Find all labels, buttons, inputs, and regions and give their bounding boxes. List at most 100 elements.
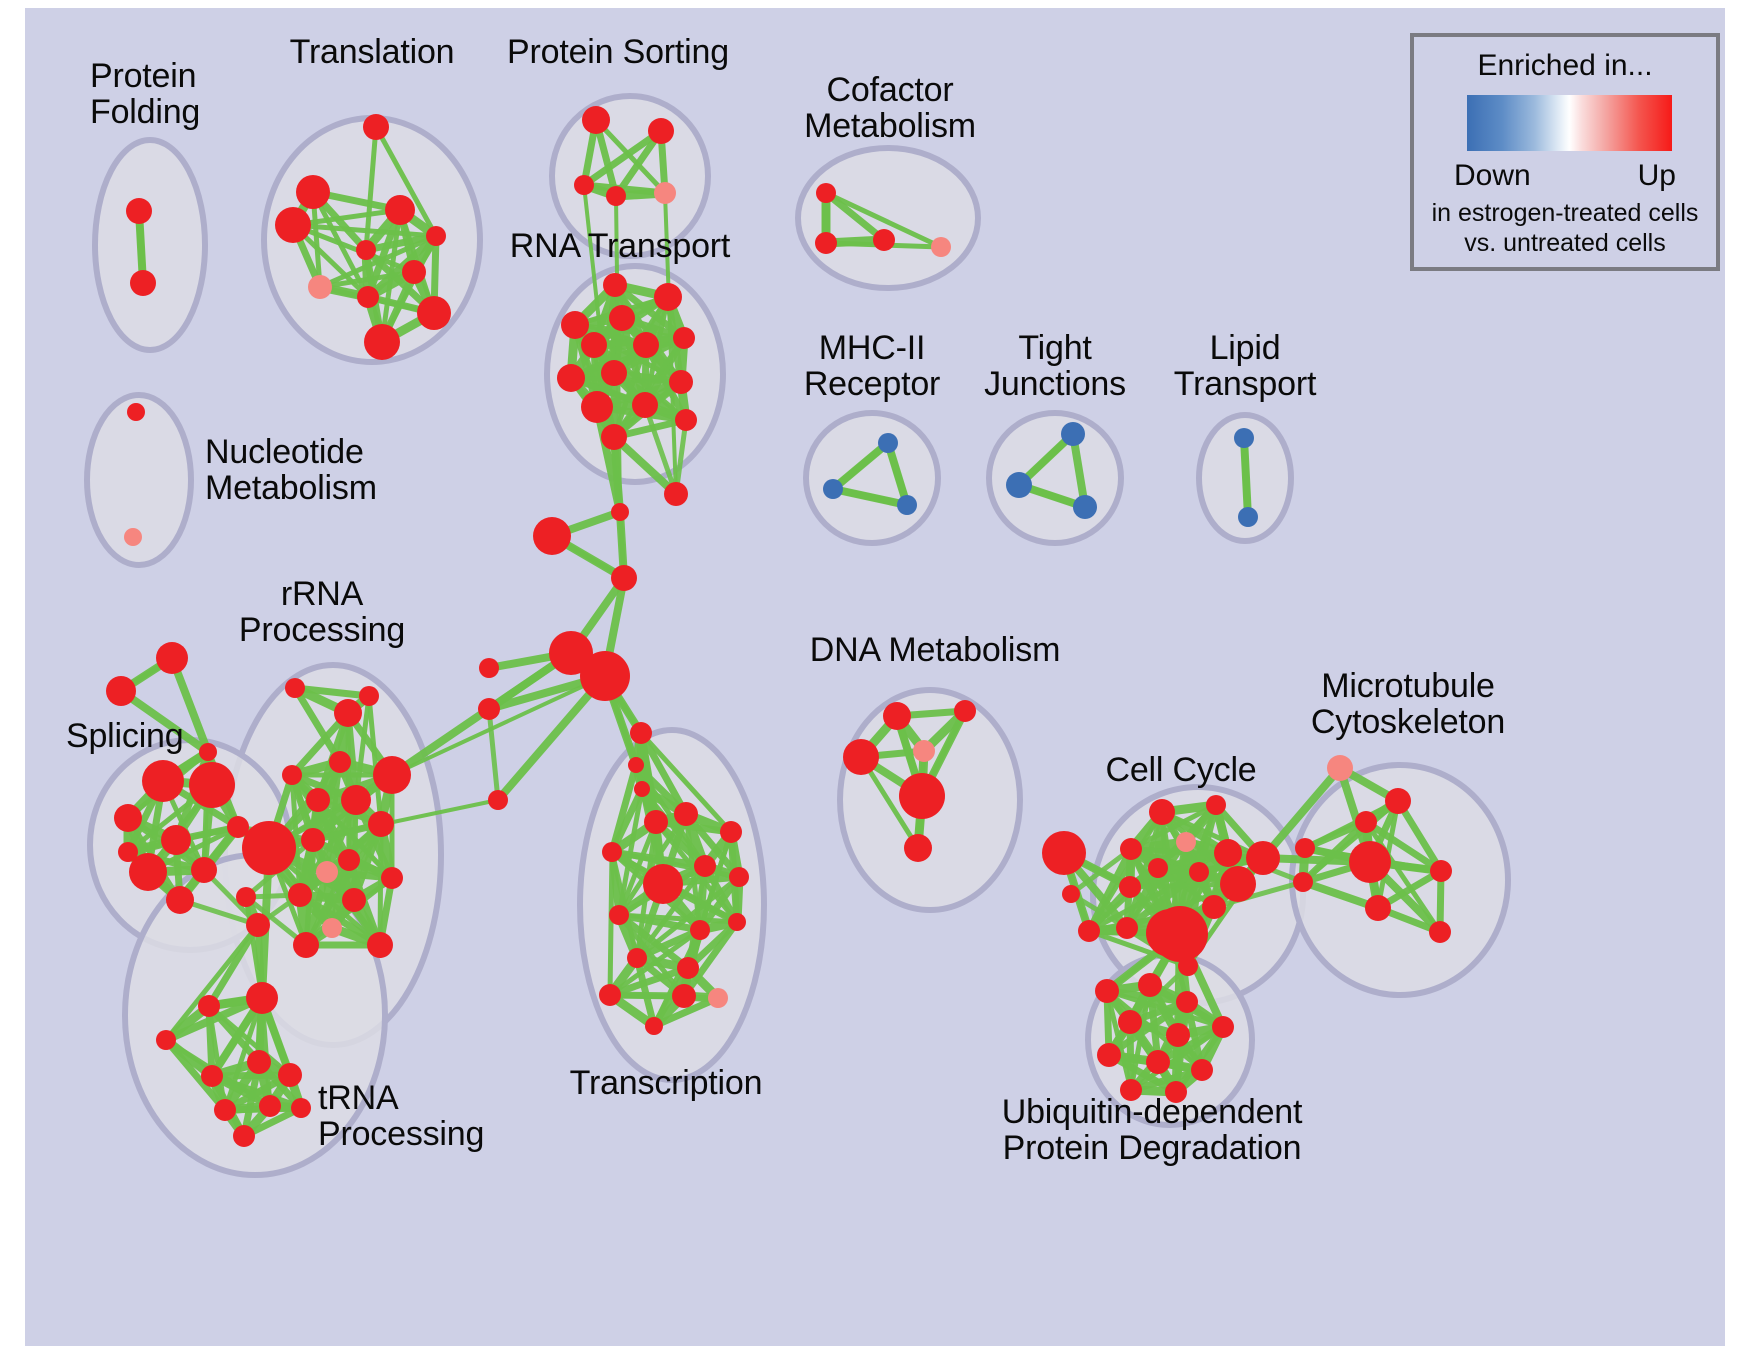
network-node[interactable] xyxy=(214,1099,236,1121)
network-node[interactable] xyxy=(1212,1016,1234,1038)
network-node[interactable] xyxy=(606,186,626,206)
network-node[interactable] xyxy=(954,700,976,722)
network-node[interactable] xyxy=(557,364,585,392)
network-node[interactable] xyxy=(654,283,682,311)
network-node[interactable] xyxy=(124,528,142,546)
network-node[interactable] xyxy=(247,1050,271,1074)
network-node[interactable] xyxy=(1149,799,1175,825)
network-node[interactable] xyxy=(533,517,571,555)
network-node[interactable] xyxy=(127,403,145,421)
network-node[interactable] xyxy=(426,226,446,246)
network-node[interactable] xyxy=(728,913,746,931)
network-node[interactable] xyxy=(673,327,695,349)
network-node[interactable] xyxy=(306,788,330,812)
network-node[interactable] xyxy=(1430,860,1452,882)
network-node[interactable] xyxy=(308,275,332,299)
network-node[interactable] xyxy=(1166,1023,1190,1047)
network-node[interactable] xyxy=(1120,838,1142,860)
network-node[interactable] xyxy=(385,195,415,225)
network-node[interactable] xyxy=(630,722,652,744)
network-node[interactable] xyxy=(643,864,683,904)
network-node[interactable] xyxy=(904,834,932,862)
network-node[interactable] xyxy=(189,762,235,808)
network-node[interactable] xyxy=(1006,472,1032,498)
network-node[interactable] xyxy=(645,1017,663,1035)
network-node[interactable] xyxy=(815,232,837,254)
network-node[interactable] xyxy=(282,765,302,785)
network-node[interactable] xyxy=(201,1065,223,1087)
network-node[interactable] xyxy=(913,740,935,762)
network-node[interactable] xyxy=(301,828,325,852)
network-node[interactable] xyxy=(1202,895,1226,919)
network-node[interactable] xyxy=(654,182,676,204)
network-node[interactable] xyxy=(233,1125,255,1147)
network-node[interactable] xyxy=(316,861,338,883)
network-node[interactable] xyxy=(342,888,366,912)
network-node[interactable] xyxy=(601,360,627,386)
network-node[interactable] xyxy=(878,433,898,453)
network-node[interactable] xyxy=(1178,956,1198,976)
network-node[interactable] xyxy=(1327,755,1353,781)
network-node[interactable] xyxy=(633,332,659,358)
network-node[interactable] xyxy=(897,495,917,515)
network-node[interactable] xyxy=(1146,1050,1170,1074)
network-node[interactable] xyxy=(357,286,379,308)
network-node[interactable] xyxy=(1189,862,1209,882)
cluster-bubble-protein-folding[interactable] xyxy=(92,137,208,353)
network-node[interactable] xyxy=(694,855,716,877)
network-node[interactable] xyxy=(634,781,650,797)
network-node[interactable] xyxy=(627,948,647,968)
network-node[interactable] xyxy=(1214,839,1242,867)
network-node[interactable] xyxy=(628,757,644,773)
network-node[interactable] xyxy=(291,1098,311,1118)
network-node[interactable] xyxy=(191,857,217,883)
network-node[interactable] xyxy=(227,816,249,838)
network-node[interactable] xyxy=(130,270,156,296)
network-node[interactable] xyxy=(322,918,342,938)
network-node[interactable] xyxy=(609,305,635,331)
network-node[interactable] xyxy=(708,988,728,1008)
network-node[interactable] xyxy=(664,482,688,506)
network-node[interactable] xyxy=(690,920,710,940)
network-node[interactable] xyxy=(899,773,945,819)
network-node[interactable] xyxy=(259,1095,281,1117)
network-node[interactable] xyxy=(1095,979,1119,1003)
network-node[interactable] xyxy=(1062,885,1080,903)
network-node[interactable] xyxy=(161,825,191,855)
network-node[interactable] xyxy=(275,207,311,243)
network-node[interactable] xyxy=(1295,838,1315,858)
network-node[interactable] xyxy=(843,739,879,775)
network-node[interactable] xyxy=(816,183,836,203)
network-node[interactable] xyxy=(242,821,296,875)
network-node[interactable] xyxy=(1078,920,1100,942)
network-node[interactable] xyxy=(1429,921,1451,943)
network-node[interactable] xyxy=(156,642,188,674)
network-node[interactable] xyxy=(632,392,658,418)
network-node[interactable] xyxy=(599,984,621,1006)
network-node[interactable] xyxy=(1138,973,1162,997)
network-node[interactable] xyxy=(329,751,351,773)
network-node[interactable] xyxy=(1238,507,1258,527)
network-node[interactable] xyxy=(1116,917,1138,939)
network-node[interactable] xyxy=(1118,1010,1142,1034)
network-node[interactable] xyxy=(674,802,698,826)
network-node[interactable] xyxy=(156,1030,176,1050)
network-node[interactable] xyxy=(611,503,629,521)
network-node[interactable] xyxy=(367,932,393,958)
network-node[interactable] xyxy=(126,198,152,224)
network-node[interactable] xyxy=(417,296,451,330)
network-node[interactable] xyxy=(823,479,843,499)
network-node[interactable] xyxy=(142,760,184,802)
network-node[interactable] xyxy=(644,810,668,834)
network-node[interactable] xyxy=(166,886,194,914)
network-node[interactable] xyxy=(601,424,627,450)
network-node[interactable] xyxy=(1349,841,1391,883)
network-node[interactable] xyxy=(672,984,696,1008)
network-node[interactable] xyxy=(364,324,400,360)
network-node[interactable] xyxy=(341,785,371,815)
network-node[interactable] xyxy=(1355,811,1377,833)
network-node[interactable] xyxy=(609,905,629,925)
network-node[interactable] xyxy=(611,565,637,591)
network-node[interactable] xyxy=(381,867,403,889)
network-node[interactable] xyxy=(478,698,500,720)
